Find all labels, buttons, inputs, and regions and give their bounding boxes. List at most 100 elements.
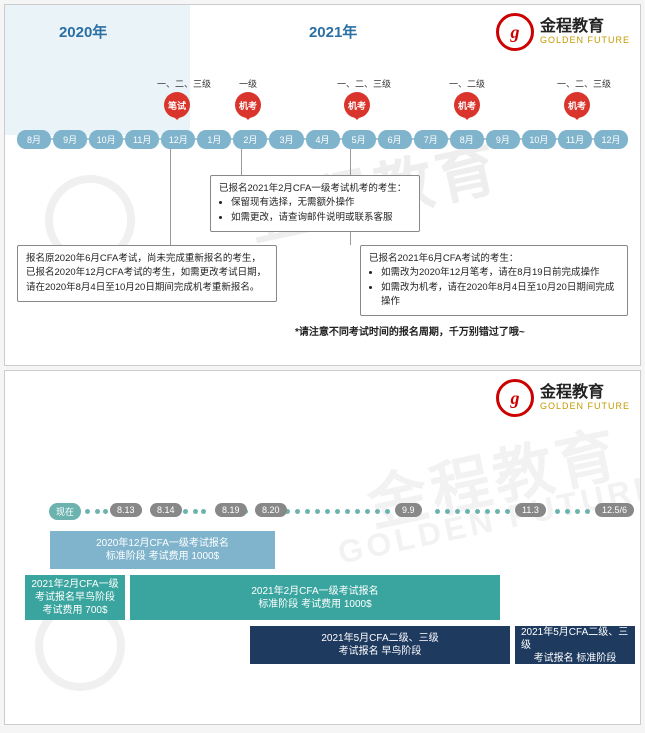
- month-pill: 9月: [486, 130, 520, 149]
- date-pill: 现在: [49, 503, 81, 520]
- year-2021: 2021年: [161, 21, 505, 42]
- axis-dot: [315, 509, 320, 514]
- month-pill: 8月: [450, 130, 484, 149]
- marker-level: 一、二级: [447, 77, 487, 90]
- axis-dot: [103, 509, 108, 514]
- date-pill: 8.13: [110, 503, 142, 517]
- month-pill: 9月: [53, 130, 87, 149]
- axis-dot: [375, 509, 380, 514]
- axis-dot: [335, 509, 340, 514]
- month-pill: 10月: [89, 130, 123, 149]
- bar-line2: 考试报名早鸟阶段: [35, 591, 115, 604]
- exam-marker: 一级 机考: [228, 77, 268, 124]
- bar-line1: 2020年12月CFA一级考试报名: [96, 537, 229, 550]
- month-pill: 1月: [197, 130, 231, 149]
- month-pill: 12月: [594, 130, 628, 149]
- callout-line: 请在2020年8月4日至10月20日期间完成机考重新报名。: [26, 281, 268, 295]
- month-pill: 10月: [522, 130, 556, 149]
- registration-bar: 2020年12月CFA一级考试报名标准阶段 考试费用 1000$: [50, 531, 275, 569]
- callout-jun2021: 已报名2021年6月CFA考试的考生： 如需改为2020年12月笔考，请在8月1…: [360, 245, 628, 316]
- bar-line1: 2021年5月CFA二级、三级: [321, 632, 438, 645]
- pin-icon: 机考: [454, 92, 480, 118]
- axis-dot: [575, 509, 580, 514]
- axis-dot: [295, 509, 300, 514]
- date-pill: 8.20: [255, 503, 287, 517]
- registration-panel: 金程教育 GOLDEN FUTURE g 金程教育 GOLDEN FUTURE …: [4, 370, 641, 725]
- registration-bar: 2021年5月CFA二级、三级考试报名 标准阶段: [515, 626, 635, 664]
- callout-item: 如需改为2020年12月笔考，请在8月19日前完成操作: [381, 266, 619, 280]
- bar-line2: 考试报名 标准阶段: [534, 652, 617, 665]
- axis-dot: [385, 509, 390, 514]
- callout-title: 已报名2021年2月CFA一级考试机考的考生：: [219, 182, 411, 196]
- month-pill: 7月: [414, 130, 448, 149]
- axis-dot: [565, 509, 570, 514]
- registration-bar: 2021年2月CFA一级考试报名早鸟阶段考试费用 700$: [25, 575, 125, 620]
- axis-dot: [445, 509, 450, 514]
- bar-line1: 2021年5月CFA二级、三级: [521, 626, 629, 652]
- bar-line1: 2021年2月CFA一级考试报名: [251, 585, 378, 598]
- marker-level: 一、二、三级: [557, 77, 597, 90]
- axis-dot: [505, 509, 510, 514]
- date-pill: 8.14: [150, 503, 182, 517]
- logo-seal-icon: g: [496, 379, 534, 417]
- month-pill: 4月: [306, 130, 340, 149]
- callout-feb2021: 已报名2021年2月CFA一级考试机考的考生： 保留现有选择，无需额外操作如需更…: [210, 175, 420, 232]
- axis-dot: [193, 509, 198, 514]
- callout-line: 报名原2020年6月CFA考试，尚未完成重新报名的考生，: [26, 252, 268, 266]
- date-pill: 12.5/6: [595, 503, 634, 517]
- callout-item: 如需更改，请查询邮件说明或联系客服: [231, 211, 411, 225]
- axis-dot: [325, 509, 330, 514]
- axis-dot: [555, 509, 560, 514]
- date-pill: 9.9: [395, 503, 422, 517]
- connector: [241, 145, 242, 175]
- axis-dot: [345, 509, 350, 514]
- month-pill: 8月: [17, 130, 51, 149]
- exam-marker: 一、二、三级 机考: [557, 77, 597, 124]
- axis-dot: [495, 509, 500, 514]
- marker-level: 一、二、三级: [157, 77, 197, 90]
- bar-line2: 考试报名 早鸟阶段: [339, 645, 422, 658]
- axis-dot: [355, 509, 360, 514]
- bar-line1: 2021年2月CFA一级: [31, 578, 118, 591]
- axis-dot: [485, 509, 490, 514]
- bar-line2: 标准阶段 考试费用 1000$: [258, 598, 371, 611]
- bar-line3: 考试费用 700$: [42, 604, 107, 617]
- month-pill: 11月: [558, 130, 592, 149]
- month-pill: 6月: [378, 130, 412, 149]
- bar-line2: 标准阶段 考试费用 1000$: [106, 550, 219, 563]
- exam-marker: 一、二、三级 笔试: [157, 77, 197, 124]
- date-axis: 现在8.138.148.198.209.911.312.5/6: [25, 501, 620, 521]
- axis-dot: [305, 509, 310, 514]
- logo-cn: 金程教育: [540, 384, 630, 402]
- month-pill: 5月: [342, 130, 376, 149]
- registration-bar: 2021年5月CFA二级、三级考试报名 早鸟阶段: [250, 626, 510, 664]
- callout-item: 如需改为机考，请在2020年8月4日至10月20日期间完成操作: [381, 281, 619, 310]
- callout-line: 已报名2020年12月CFA考试的考生，如需更改考试日期，: [26, 266, 268, 280]
- month-pill: 11月: [125, 130, 159, 149]
- logo-en: GOLDEN FUTURE: [540, 402, 630, 412]
- callout-list: 如需改为2020年12月笔考，请在8月19日前完成操作如需改为机考，请在2020…: [369, 266, 619, 309]
- callout-item: 保留现有选择，无需额外操作: [231, 196, 411, 210]
- timeline-panel: 金程教育 g 金程教育 GOLDEN FUTURE 2020年 2021年 8月…: [4, 4, 641, 366]
- logo-cn: 金程教育: [540, 18, 630, 36]
- axis-dot: [435, 509, 440, 514]
- axis-dot: [183, 509, 188, 514]
- footnote: *请注意不同考试时间的报名周期，千万别错过了哦~: [295, 323, 525, 338]
- axis-dot: [201, 509, 206, 514]
- year-labels: 2020年 2021年: [5, 21, 505, 42]
- pin-icon: 笔试: [164, 92, 190, 118]
- year-2020: 2020年: [5, 21, 161, 42]
- pin-icon: 机考: [344, 92, 370, 118]
- marker-level: 一级: [228, 77, 268, 90]
- marker-level: 一、二、三级: [337, 77, 377, 90]
- callout-text: 报名原2020年6月CFA考试，尚未完成重新报名的考生，已报名2020年12月C…: [26, 252, 268, 295]
- month-row: 8月9月10月11月12月1月2月3月4月5月6月7月8月9月10月11月12月: [17, 130, 628, 149]
- axis-dot: [95, 509, 100, 514]
- registration-bar: 2021年2月CFA一级考试报名标准阶段 考试费用 1000$: [130, 575, 500, 620]
- axis-dot: [455, 509, 460, 514]
- callout-list: 保留现有选择，无需额外操作如需更改，请查询邮件说明或联系客服: [219, 196, 411, 225]
- brand-logo: g 金程教育 GOLDEN FUTURE: [496, 379, 630, 417]
- exam-marker: 一、二级 机考: [447, 77, 487, 124]
- date-pill: 11.3: [515, 503, 546, 517]
- axis-dot: [85, 509, 90, 514]
